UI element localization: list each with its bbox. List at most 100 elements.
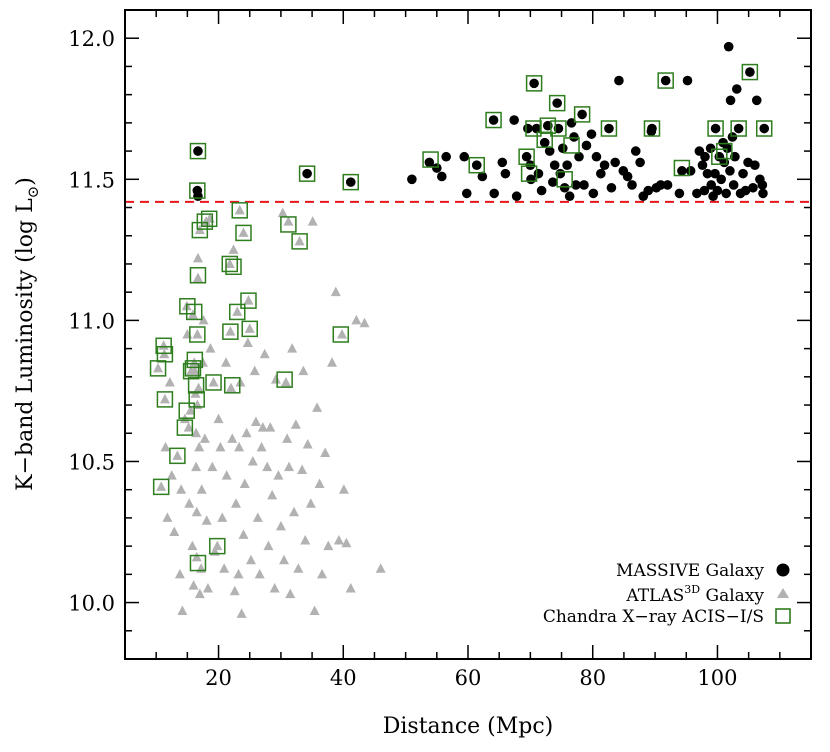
chandra-point bbox=[291, 233, 308, 250]
massive-point bbox=[424, 157, 435, 168]
massive-point bbox=[710, 168, 720, 179]
atlas-point bbox=[256, 441, 267, 452]
atlas-point bbox=[156, 481, 167, 491]
massive-point bbox=[635, 157, 645, 168]
massive-point bbox=[662, 180, 673, 190]
atlas-point bbox=[198, 314, 209, 325]
massive-point bbox=[643, 185, 654, 196]
chandra-point bbox=[485, 111, 502, 129]
atlas-point bbox=[345, 582, 356, 593]
massive-point bbox=[712, 185, 723, 196]
legend-marker-atlas bbox=[777, 588, 789, 598]
chandra-point bbox=[755, 120, 773, 137]
massive-point bbox=[599, 160, 610, 170]
atlas-point bbox=[191, 506, 202, 517]
legend-label-atlas: ATLAS3D Galaxy bbox=[625, 583, 764, 606]
atlas-point bbox=[194, 588, 205, 599]
atlas-point bbox=[359, 317, 370, 328]
massive-point bbox=[655, 180, 666, 190]
atlas-point bbox=[241, 427, 252, 438]
massive-point bbox=[511, 191, 522, 202]
chandra-point bbox=[187, 377, 205, 394]
chandra-point bbox=[152, 478, 170, 496]
atlas-point bbox=[259, 348, 270, 359]
atlas-point bbox=[243, 295, 254, 305]
chandra-point bbox=[563, 137, 580, 154]
atlas-point bbox=[305, 498, 316, 508]
atlas-point bbox=[189, 365, 200, 376]
massive-point bbox=[345, 177, 356, 187]
atlas-point bbox=[153, 362, 164, 373]
chandra-point bbox=[185, 303, 203, 321]
massive-point bbox=[614, 75, 624, 86]
legend: MASSIVE Galaxy ATLAS3D Galaxy Chandra X−… bbox=[543, 561, 791, 627]
massive-point bbox=[525, 160, 536, 170]
chandra-point bbox=[184, 360, 202, 377]
atlas-point bbox=[263, 540, 274, 551]
atlas-point bbox=[297, 464, 308, 474]
atlas-point bbox=[277, 207, 288, 218]
chandra-point bbox=[741, 63, 759, 81]
atlas-point bbox=[314, 478, 325, 489]
massive-point bbox=[759, 123, 770, 134]
atlas-point bbox=[162, 512, 173, 522]
atlas-point bbox=[265, 422, 276, 432]
atlas-point bbox=[234, 441, 245, 452]
atlas-point bbox=[375, 563, 386, 573]
massive-point bbox=[627, 180, 637, 190]
atlas-point bbox=[287, 343, 298, 353]
massive-point bbox=[574, 151, 584, 162]
x-tick-label: 80 bbox=[579, 666, 606, 690]
massive-point bbox=[193, 146, 203, 156]
atlas-point bbox=[338, 484, 349, 494]
x-axis-label: Distance (Mpc) bbox=[383, 714, 554, 739]
atlas-point bbox=[191, 461, 202, 472]
massive-point bbox=[407, 174, 417, 185]
massive-point bbox=[610, 157, 620, 168]
massive-point bbox=[757, 180, 768, 190]
y-axis-label: K−band Luminosity (log L⊙) bbox=[13, 177, 42, 491]
chandra-point bbox=[468, 156, 485, 174]
chandra-point bbox=[332, 326, 350, 343]
massive-point bbox=[437, 171, 447, 182]
atlas-point bbox=[224, 258, 235, 268]
y-tick-label: 12.0 bbox=[68, 27, 115, 51]
atlas-point bbox=[320, 447, 331, 458]
chandra-series bbox=[149, 63, 773, 572]
atlas-point bbox=[267, 489, 278, 500]
massive-point bbox=[557, 143, 568, 154]
atlas-point bbox=[205, 343, 216, 353]
atlas-point bbox=[215, 441, 226, 452]
atlas-point bbox=[293, 563, 304, 573]
atlas-point bbox=[307, 216, 318, 226]
x-tick-label: 100 bbox=[697, 666, 737, 690]
massive-point bbox=[497, 157, 508, 168]
massive-point bbox=[721, 188, 731, 199]
atlas-point bbox=[187, 540, 198, 551]
massive-point bbox=[509, 115, 519, 125]
x-tick-label: 40 bbox=[330, 666, 357, 690]
chandra-point bbox=[231, 202, 248, 219]
massive-point bbox=[577, 109, 587, 120]
chandra-point bbox=[520, 165, 538, 182]
atlas-point bbox=[191, 427, 202, 438]
chandra-point bbox=[241, 320, 258, 338]
chandra-point bbox=[155, 337, 172, 355]
atlas-point bbox=[317, 568, 328, 579]
massive-point bbox=[559, 182, 570, 193]
atlas-point bbox=[250, 416, 261, 426]
massive-point bbox=[564, 191, 575, 202]
massive-point bbox=[706, 180, 717, 190]
atlas-point bbox=[282, 433, 293, 443]
atlas-point bbox=[232, 306, 243, 316]
chandra-point bbox=[189, 266, 207, 284]
chandra-point bbox=[280, 216, 297, 233]
massive-point bbox=[588, 188, 599, 199]
massive-point bbox=[700, 151, 710, 162]
chandra-point bbox=[240, 292, 257, 309]
massive-point bbox=[581, 140, 592, 151]
chandra-point bbox=[730, 120, 747, 137]
massive-point bbox=[740, 185, 751, 196]
atlas-point bbox=[238, 529, 249, 539]
